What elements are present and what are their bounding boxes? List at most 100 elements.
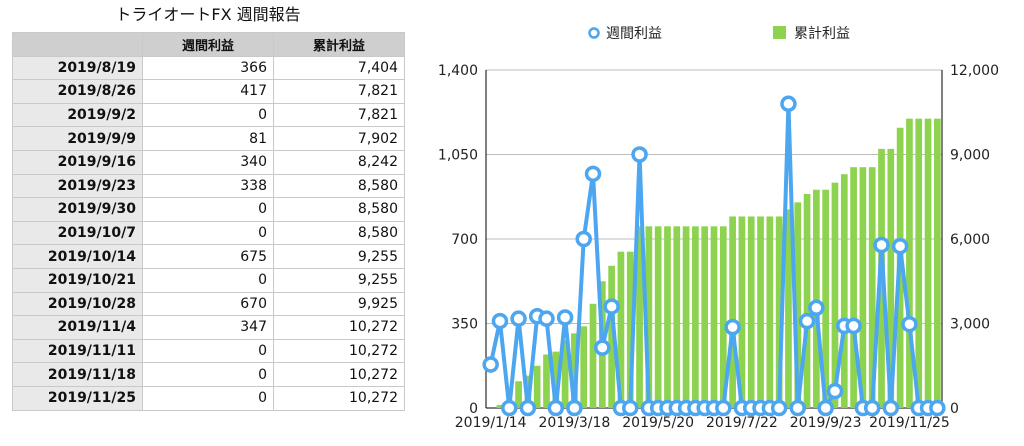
weekly-profit-point — [724, 318, 741, 336]
table-row: 2019/10/21 0 9,255 — [12, 267, 405, 293]
right-axis-tick-label: 3,000 — [950, 317, 990, 333]
right-axis-tick-label: 12,000 — [950, 63, 999, 79]
weekly-profit-point — [863, 399, 881, 417]
weekly-profit-point — [826, 382, 844, 400]
weekly-profit-point — [780, 95, 797, 113]
row-cumulative-profit: 7,821 — [273, 79, 405, 104]
cumulative-bar — [626, 251, 634, 408]
weekly-profit-point — [603, 298, 620, 315]
row-date: 2019/10/21 — [12, 267, 143, 293]
cumulative-bar — [645, 226, 653, 408]
row-cumulative-profit: 8,242 — [273, 149, 405, 175]
cumulative-bar — [701, 226, 709, 408]
x-axis-tick-label: 2019/3/18 — [539, 415, 611, 431]
cumulative-bar — [813, 189, 820, 408]
table-row: 2019/11/4 347 10,272 — [12, 315, 405, 340]
cumulative-bar — [887, 148, 895, 408]
table-row: 2019/8/19 366 7,404 — [12, 55, 405, 81]
row-cumulative-profit: 10,272 — [273, 338, 405, 364]
cumulative-bar — [747, 216, 755, 408]
cumulative-bar — [692, 226, 699, 408]
cumulative-bar — [822, 189, 830, 408]
weekly-profit-point — [929, 399, 946, 417]
weekly-profit-point — [594, 339, 611, 356]
row-date: 2019/8/19 — [12, 55, 143, 81]
cumulative-bar — [543, 354, 550, 408]
row-cumulative-profit: 7,821 — [273, 102, 405, 128]
cumulative-bar — [729, 216, 736, 408]
cumulative-bar — [757, 216, 764, 408]
row-cumulative-profit: 10,272 — [273, 385, 405, 411]
left-axis-tick-label: 350 — [451, 317, 478, 333]
weekly-profit-point — [584, 165, 602, 183]
cumulative-bar — [682, 226, 690, 408]
table-row: 2019/11/18 0 10,272 — [12, 362, 405, 387]
x-axis-tick-label: 2019/1/14 — [455, 415, 527, 431]
cumulative-bar — [915, 118, 923, 408]
table-row: 2019/9/23 338 8,580 — [12, 173, 405, 199]
right-axis-tick-label: 9,000 — [950, 148, 990, 164]
weekly-profit-point — [547, 399, 565, 417]
table-row: 2019/9/16 340 8,242 — [12, 149, 405, 175]
cumulative-bar — [859, 167, 867, 408]
row-weekly-profit: 0 — [142, 267, 274, 293]
weekly-profit-point — [798, 312, 816, 330]
cumulative-bar — [785, 209, 792, 408]
row-weekly-profit: 347 — [142, 315, 274, 340]
header-corner — [12, 32, 143, 57]
left-axis-tick-label: 1,050 — [438, 148, 478, 164]
weekly-profit-point — [808, 299, 825, 317]
row-date: 2019/9/30 — [12, 197, 143, 222]
cumulative-bar — [906, 118, 913, 408]
legend-line-marker — [588, 27, 600, 39]
row-date: 2019/9/23 — [12, 173, 143, 199]
cumulative-bar — [719, 226, 727, 408]
x-axis-tick-label: 2019/7/22 — [706, 415, 778, 431]
cumulative-bar — [636, 226, 643, 408]
row-date: 2019/11/11 — [12, 338, 143, 364]
weekly-profit-point — [789, 399, 807, 417]
cumulative-bar — [738, 216, 746, 408]
row-weekly-profit: 0 — [142, 102, 274, 128]
table-title: トライオートFX 週間報告 — [115, 5, 301, 24]
table-row: 2019/9/9 81 7,902 — [12, 126, 405, 151]
x-axis-tick-label: 2019/9/23 — [790, 415, 862, 431]
cumulative-bar — [766, 216, 774, 408]
legend-bar-label: 累計利益 — [794, 26, 850, 42]
weekly-profit-point — [770, 399, 788, 417]
table-row: 2019/10/7 0 8,580 — [12, 220, 405, 246]
row-cumulative-profit: 9,255 — [273, 267, 405, 293]
row-weekly-profit: 0 — [142, 338, 274, 364]
weekly-profit-point — [501, 399, 518, 417]
row-date: 2019/9/2 — [12, 102, 143, 128]
cumulative-bar — [515, 381, 522, 408]
table-row: 2019/10/28 670 9,925 — [12, 291, 405, 317]
row-weekly-profit: 366 — [142, 55, 274, 81]
weekly-profit-point — [566, 399, 583, 417]
table-header-row: 週間利益 累計利益 — [12, 32, 405, 57]
weekly-profit-point — [882, 399, 900, 417]
weekly-profit-point — [491, 312, 509, 330]
weekly-profit-point — [538, 310, 555, 327]
weekly-profit-point — [519, 399, 537, 417]
row-cumulative-profit: 10,272 — [273, 362, 405, 387]
x-axis-tick-label: 2019/11/25 — [869, 415, 950, 431]
weekly-profit-point — [575, 230, 592, 248]
row-weekly-profit: 0 — [142, 220, 274, 246]
row-date: 2019/9/9 — [12, 126, 143, 151]
cumulative-bar — [608, 265, 615, 408]
cumulative-bar — [552, 351, 560, 408]
cumulative-bar — [561, 340, 569, 408]
table-row: 2019/11/11 0 10,272 — [12, 338, 405, 364]
cumulative-bar — [673, 226, 681, 408]
row-weekly-profit: 670 — [142, 291, 274, 317]
cumulative-bar — [933, 118, 941, 408]
row-date: 2019/10/14 — [12, 244, 143, 269]
row-weekly-profit: 81 — [142, 126, 274, 151]
cumulative-bar — [794, 202, 802, 408]
left-axis-tick-label: 0 — [469, 401, 478, 417]
weekly-profit-point — [845, 317, 862, 335]
weekly-profit-point — [873, 236, 890, 254]
row-weekly-profit: 338 — [142, 173, 274, 199]
row-date: 2019/10/7 — [12, 220, 143, 246]
